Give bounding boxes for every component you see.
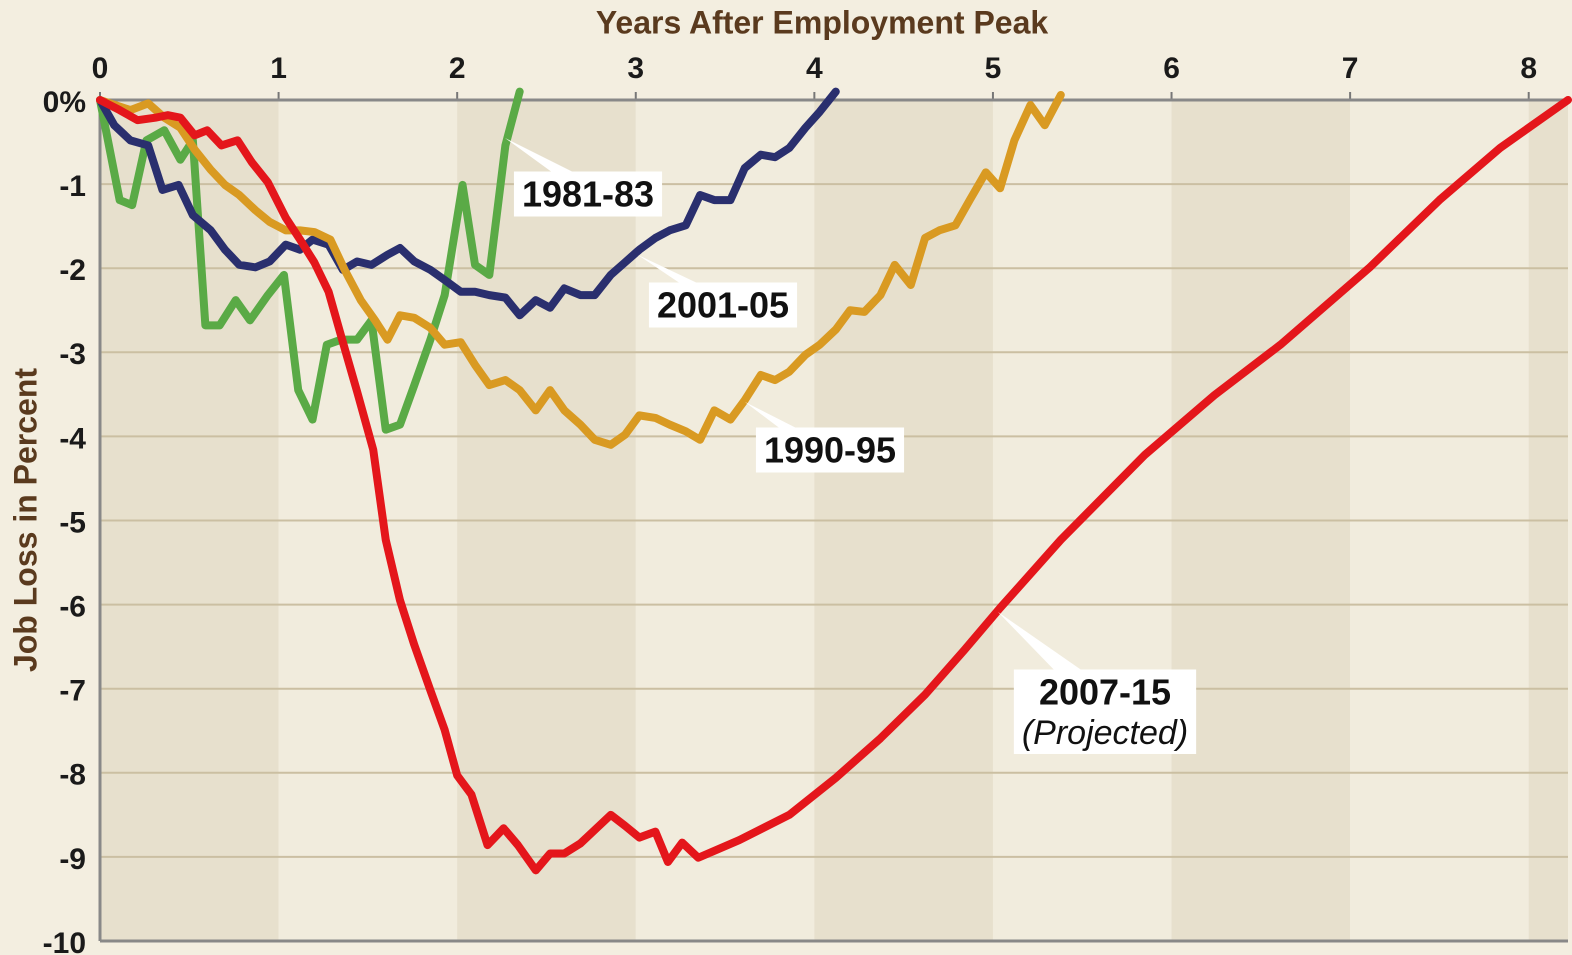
y-tick-label: -6 bbox=[59, 591, 86, 624]
y-tick-label: -5 bbox=[59, 506, 86, 539]
y-tick-label: -3 bbox=[59, 338, 86, 371]
label-box bbox=[755, 427, 905, 473]
x-axis-title: Years After Employment Peak bbox=[596, 4, 1049, 40]
x-tick-label: 7 bbox=[1342, 52, 1359, 85]
y-axis-title: Job Loss in Percent bbox=[7, 368, 43, 672]
y-tick-label: -2 bbox=[59, 254, 86, 287]
x-tick-label: 2 bbox=[449, 52, 466, 85]
label-box bbox=[513, 171, 663, 217]
series-label: 1990-95 bbox=[764, 430, 896, 471]
series-line bbox=[96, 87, 524, 434]
series-label: 2001-05 bbox=[657, 285, 789, 326]
series-label: 1981-83 bbox=[522, 174, 654, 215]
label-leader bbox=[505, 138, 585, 178]
annotation: (Projected) bbox=[1022, 714, 1188, 752]
x-tick-label: 6 bbox=[1163, 52, 1180, 85]
labels: 1981-83 2001-05 1990-95 2007-15(Projected) bbox=[505, 138, 1197, 754]
label-box bbox=[1013, 669, 1197, 754]
y-tick-label: -10 bbox=[43, 927, 86, 955]
y-tick-label: -8 bbox=[59, 759, 86, 792]
x-tick-label: 3 bbox=[627, 52, 644, 85]
lines bbox=[96, 87, 1572, 875]
label-leader bbox=[638, 255, 712, 290]
series-label: 2007-15 bbox=[1039, 672, 1171, 713]
y-tick-label: -7 bbox=[59, 675, 86, 708]
label-leader bbox=[998, 612, 1090, 676]
series-line bbox=[96, 87, 840, 320]
x-tick-label: 5 bbox=[985, 52, 1002, 85]
x-tick-label: 0 bbox=[92, 52, 109, 85]
x-tick-label: 1 bbox=[270, 52, 287, 85]
y-tick-label: -9 bbox=[59, 843, 86, 876]
label-leader bbox=[745, 402, 812, 436]
y-tick-label: -1 bbox=[59, 170, 86, 203]
series-line bbox=[96, 90, 1065, 449]
x-tick-label: 4 bbox=[806, 52, 823, 85]
x-tick-label: 8 bbox=[1520, 52, 1537, 85]
y-tick-label: -4 bbox=[59, 422, 86, 455]
series-line bbox=[96, 96, 1572, 875]
label-box bbox=[648, 282, 798, 328]
y-tick-label: 0% bbox=[43, 86, 86, 119]
